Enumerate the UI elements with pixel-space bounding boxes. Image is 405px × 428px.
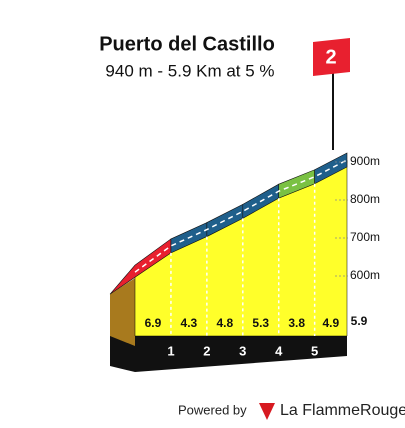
chart-subtitle: 940 m - 5.9 Km at 5 % xyxy=(105,61,274,80)
gradient-label: 4.8 xyxy=(216,316,233,330)
gradient-label: 4.9 xyxy=(322,316,339,330)
km-label: 1 xyxy=(167,343,174,358)
brand: La FlammeRouge xyxy=(280,402,405,419)
km-label: 4 xyxy=(275,343,283,358)
category: 2 xyxy=(325,46,336,68)
y-tick-label: 600m xyxy=(350,268,380,282)
gradient-label: 6.9 xyxy=(145,316,162,330)
segment xyxy=(314,152,348,185)
km-label: 5 xyxy=(311,343,318,358)
powered-by: Powered by xyxy=(178,402,247,417)
flag xyxy=(313,38,350,76)
brand-logo xyxy=(259,403,275,420)
profile: 1 2 3 4 5 6.9 4.3 4.8 5.3 3.8 4.9 5.9 600m 700m 800m 90… xyxy=(109,152,380,372)
km-label: 2 xyxy=(203,343,210,358)
y-tick-label: 700m xyxy=(350,230,380,244)
km-label: 3 xyxy=(239,343,246,358)
base xyxy=(110,336,347,372)
gradient-label: 5.3 xyxy=(252,316,269,330)
side-face xyxy=(110,278,135,346)
chart-title: Puerto del Castillo xyxy=(99,33,275,55)
distance-label: 5.9 xyxy=(351,314,368,328)
gradient-label: 3.8 xyxy=(288,316,305,330)
gradient-label: 4.3 xyxy=(181,316,198,330)
y-tick-label: 900m xyxy=(350,154,380,168)
y-tick-label: 800m xyxy=(350,192,380,206)
